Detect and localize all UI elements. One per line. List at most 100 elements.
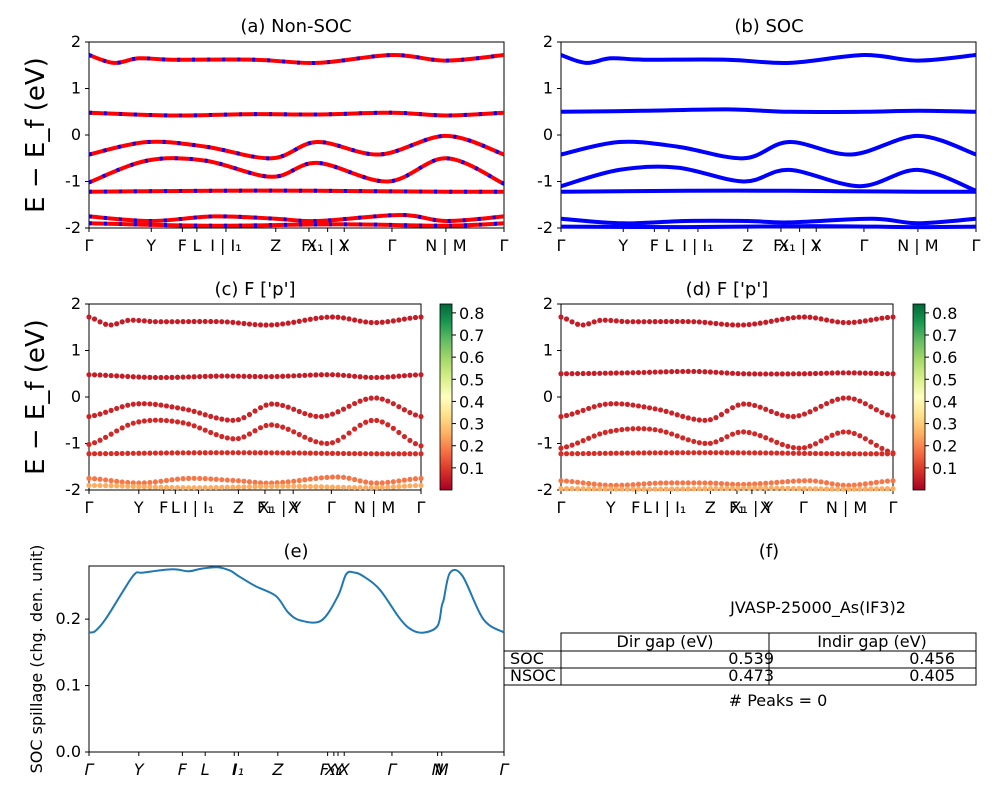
- band-point: [669, 410, 675, 416]
- b-xtick-label: Γ: [557, 236, 566, 255]
- band-point: [757, 485, 763, 491]
- band-point: [752, 321, 758, 327]
- band-point: [91, 440, 98, 446]
- band-point: [812, 486, 819, 492]
- band-point: [202, 476, 208, 482]
- band-point: [169, 404, 175, 410]
- band-point: [219, 416, 225, 422]
- band-point: [558, 478, 564, 484]
- band-point: [285, 404, 291, 410]
- band-point: [641, 369, 647, 376]
- band-point: [763, 319, 769, 325]
- band-point: [608, 370, 614, 376]
- d-ytick-label: -2: [537, 480, 553, 499]
- band-point: [141, 450, 147, 456]
- band-point: [97, 437, 103, 443]
- band-point: [208, 413, 214, 420]
- d-xtick-label: I | I₁: [655, 498, 686, 517]
- band-point: [569, 442, 575, 448]
- colorbar-tick-label: 0.1: [459, 459, 484, 478]
- band-point: [125, 479, 131, 486]
- band-point: [274, 480, 280, 486]
- band-point: [368, 485, 374, 491]
- band-point: [619, 486, 625, 492]
- d-ytick-label: 2: [543, 294, 553, 313]
- band-point: [130, 450, 136, 456]
- band-point: [691, 486, 697, 492]
- band-point: [335, 450, 341, 457]
- band-point: [774, 439, 780, 445]
- band-point: [141, 374, 147, 380]
- band-point: [280, 450, 286, 456]
- band-point: [241, 415, 247, 421]
- band-point: [724, 321, 730, 328]
- band-point: [86, 451, 92, 457]
- band-point: [174, 450, 181, 456]
- band-point: [379, 396, 385, 402]
- band-point: [235, 484, 241, 490]
- band-point: [729, 450, 736, 456]
- band-point: [396, 451, 402, 457]
- e-ytick-label: 0.1: [56, 676, 81, 695]
- band-point: [130, 317, 136, 323]
- panel-d-title: (d) F ['p']: [686, 279, 769, 300]
- band-point: [763, 450, 769, 456]
- band-point: [752, 371, 758, 377]
- band-point: [197, 450, 203, 456]
- band-point: [619, 370, 625, 376]
- band-point: [713, 415, 719, 421]
- band-point: [335, 409, 341, 415]
- band-point: [569, 451, 575, 457]
- band-point: [318, 475, 324, 481]
- band-point: [851, 396, 857, 402]
- band-point: [352, 400, 358, 407]
- colorbar-tick-label: 0.2: [932, 437, 957, 456]
- band-point: [291, 319, 297, 325]
- band-point: [741, 322, 747, 328]
- band-point: [635, 481, 642, 487]
- c-xtick-label: F₁: [257, 498, 273, 517]
- band-point: [851, 451, 857, 457]
- band-point: [658, 318, 664, 325]
- band-point: [296, 450, 302, 456]
- colorbar-tick-label: 0.6: [459, 348, 484, 367]
- band-point: [257, 425, 264, 431]
- band-point: [108, 478, 114, 484]
- band-point: [608, 401, 614, 407]
- panel-f-title: (f): [759, 541, 779, 562]
- band-point: [401, 483, 407, 489]
- band-point: [696, 368, 702, 375]
- band-line-soc-overlay: [88, 221, 505, 228]
- band-point: [580, 370, 586, 377]
- band-point: [569, 478, 575, 485]
- band-point: [163, 403, 170, 409]
- band-point: [174, 405, 181, 411]
- band-point: [619, 450, 625, 456]
- band-point: [307, 476, 313, 482]
- band-point: [829, 432, 835, 438]
- band-point: [674, 412, 680, 418]
- band-point: [329, 411, 336, 417]
- band-point: [752, 431, 758, 437]
- band-point: [774, 410, 780, 417]
- band-point: [646, 480, 653, 487]
- b-ytick-label: -2: [537, 218, 553, 237]
- band-point: [752, 450, 758, 456]
- band-point: [746, 321, 752, 328]
- band-point: [86, 413, 92, 420]
- band-point: [329, 484, 336, 490]
- d-xtick-label: X₁ | Y: [731, 498, 774, 517]
- band-point: [696, 440, 702, 446]
- band-point: [130, 420, 136, 426]
- a-xtick-label: X₁ | Y: [306, 236, 349, 255]
- band-point: [197, 318, 203, 325]
- band-point: [169, 450, 175, 456]
- band-point: [163, 319, 170, 325]
- band-point: [313, 475, 319, 482]
- band-point: [418, 475, 424, 481]
- band-point: [291, 406, 297, 412]
- band-point: [213, 450, 219, 456]
- band-point: [252, 479, 258, 485]
